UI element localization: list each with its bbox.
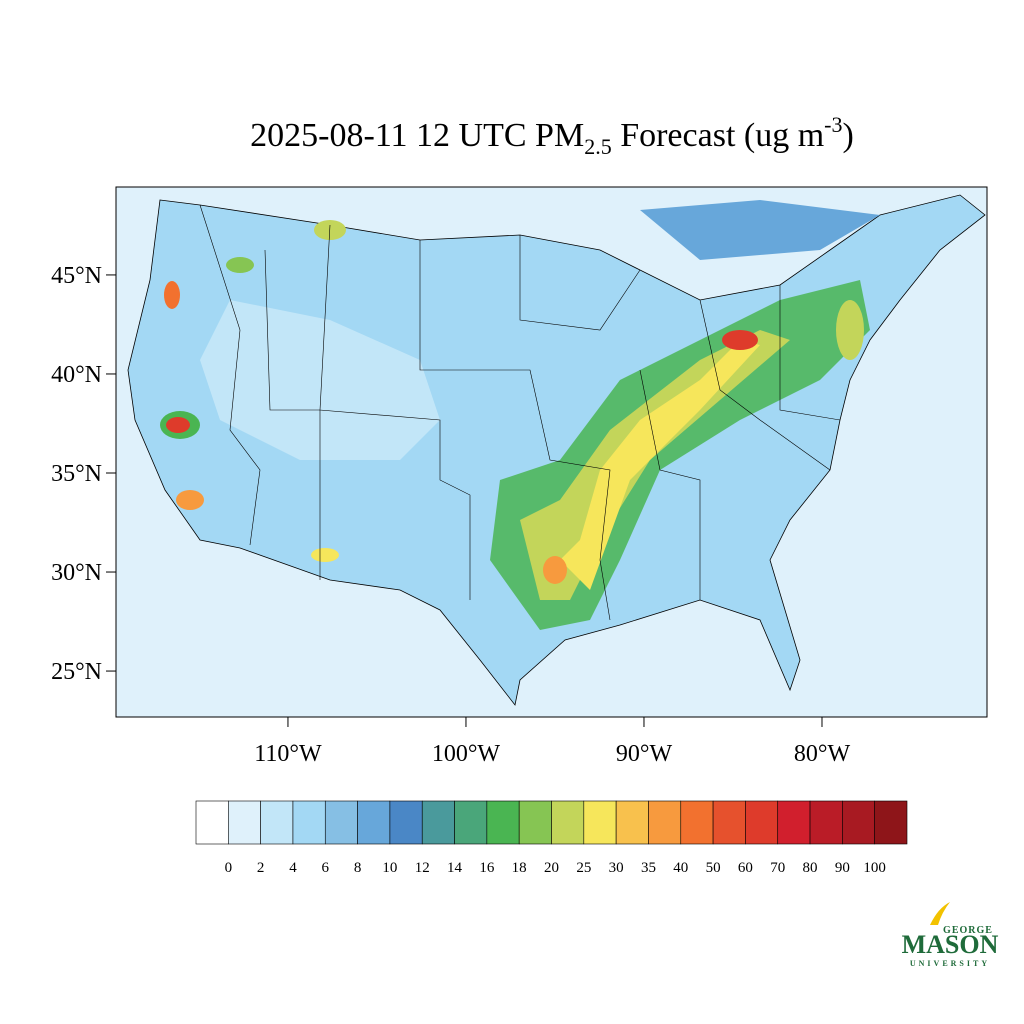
colorbar-label: 18 — [512, 860, 527, 876]
logo-name: MASON — [902, 930, 999, 959]
logo-bottom: UNIVERSITY — [910, 959, 990, 968]
colorbar-box — [389, 800, 423, 845]
colorbar-label: 50 — [706, 860, 721, 876]
colorbar-box — [615, 800, 649, 845]
colorbar-box — [260, 800, 294, 845]
colorbar-label: 40 — [673, 860, 688, 876]
colorbar-box — [842, 800, 875, 845]
title: 2025-08-11 12 UTC PM2.5 Forecast (ug m-3… — [250, 112, 854, 159]
logo-flame — [930, 902, 950, 925]
title-sup: -3 — [824, 112, 842, 137]
plume — [836, 300, 864, 360]
colorbar-label: 80 — [803, 860, 818, 876]
plume — [311, 548, 339, 562]
lon-tick-label: 90°W — [616, 741, 673, 767]
colorbar-box — [357, 800, 391, 845]
colorbar-box — [648, 800, 682, 845]
colorbar-box — [551, 800, 585, 845]
lat-tick-label: 35°N — [51, 461, 102, 487]
colorbar-box — [454, 800, 488, 845]
colorbar-label: 35 — [641, 860, 656, 876]
colorbar-label: 0 — [225, 860, 233, 876]
colorbar-box — [777, 800, 811, 845]
land-shade — [640, 200, 880, 260]
hotspot — [164, 281, 180, 309]
colorbar-label: 6 — [322, 860, 330, 876]
colorbar-label: 90 — [835, 860, 850, 876]
colorbar-box — [292, 800, 326, 845]
colorbar-box — [680, 800, 714, 845]
colorbar-label: 100 — [863, 860, 886, 876]
hotspot — [176, 490, 204, 510]
lat-tick-label: 40°N — [51, 362, 102, 388]
title-sub: 2.5 — [584, 134, 612, 159]
colorbar-box — [421, 800, 455, 845]
hotspot — [722, 330, 758, 350]
hotspot — [166, 417, 190, 433]
colorbar-box — [518, 800, 552, 845]
colorbar-box — [228, 800, 261, 845]
colorbar-label: 2 — [257, 860, 265, 876]
colorbar-box — [874, 800, 908, 845]
logo: GEORGE MASON UNIVERSITY — [902, 902, 999, 968]
colorbar-label: 60 — [738, 860, 753, 876]
map-frame — [115, 186, 988, 718]
title-middle: Forecast (ug m — [612, 117, 824, 154]
lat-tick-label: 25°N — [51, 659, 102, 685]
colorbar-box — [195, 800, 229, 845]
colorbar-label: 14 — [447, 860, 463, 876]
colorbar: 0 2 4 6 8 10 12 14 16 18 20 25 30 35 40 50 60 70 80 90 100 — [195, 800, 908, 876]
colorbar-box — [809, 800, 843, 845]
colorbar-label: 16 — [479, 860, 495, 876]
map: 25°N 30°N 35°N 40°N 45°N 110°W 100°W 90°W 80°W — [51, 186, 988, 767]
colorbar-label: 4 — [289, 860, 297, 876]
colorbar-label: 30 — [609, 860, 624, 876]
lat-tick-label: 30°N — [51, 560, 102, 586]
colorbar-label: 25 — [576, 860, 591, 876]
colorbar-label: 8 — [354, 860, 362, 876]
colorbar-box — [324, 800, 358, 845]
lon-tick-label: 110°W — [254, 741, 322, 767]
borders — [199, 204, 841, 621]
colorbar-label: 20 — [544, 860, 559, 876]
colorbar-box — [745, 800, 779, 845]
colorbar-label: 10 — [382, 860, 397, 876]
colorbar-label: 12 — [415, 860, 430, 876]
plume — [560, 340, 760, 590]
colorbar-box — [712, 800, 746, 845]
title-main: 2025-08-11 12 UTC PM — [250, 117, 584, 154]
lon-tick-label: 80°W — [794, 741, 851, 767]
lon-tick-label: 100°W — [432, 741, 501, 767]
logo-top: GEORGE — [943, 925, 993, 936]
land-shade — [200, 300, 440, 460]
colorbar-box — [486, 800, 520, 845]
title-end: ) — [842, 117, 853, 154]
plume — [226, 257, 254, 273]
colorbar-box — [583, 800, 617, 845]
hotspot — [543, 556, 567, 584]
colorbar-label: 70 — [770, 860, 785, 876]
lat-tick-label: 45°N — [51, 263, 102, 289]
